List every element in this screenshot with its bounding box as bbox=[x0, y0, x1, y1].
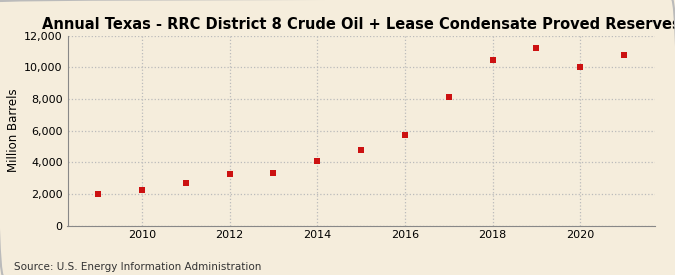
Point bbox=[400, 133, 410, 138]
Text: Source: U.S. Energy Information Administration: Source: U.S. Energy Information Administ… bbox=[14, 262, 261, 272]
Point bbox=[443, 95, 454, 100]
Point bbox=[268, 171, 279, 175]
Point bbox=[619, 53, 630, 57]
Point bbox=[136, 188, 147, 192]
Point bbox=[575, 65, 586, 70]
Point bbox=[92, 192, 103, 196]
Title: Annual Texas - RRC District 8 Crude Oil + Lease Condensate Proved Reserves: Annual Texas - RRC District 8 Crude Oil … bbox=[42, 17, 675, 32]
Point bbox=[531, 46, 542, 51]
Y-axis label: Million Barrels: Million Barrels bbox=[7, 89, 20, 172]
Point bbox=[356, 147, 367, 152]
Point bbox=[487, 58, 498, 62]
Point bbox=[180, 181, 191, 185]
Point bbox=[312, 158, 323, 163]
Point bbox=[224, 172, 235, 176]
